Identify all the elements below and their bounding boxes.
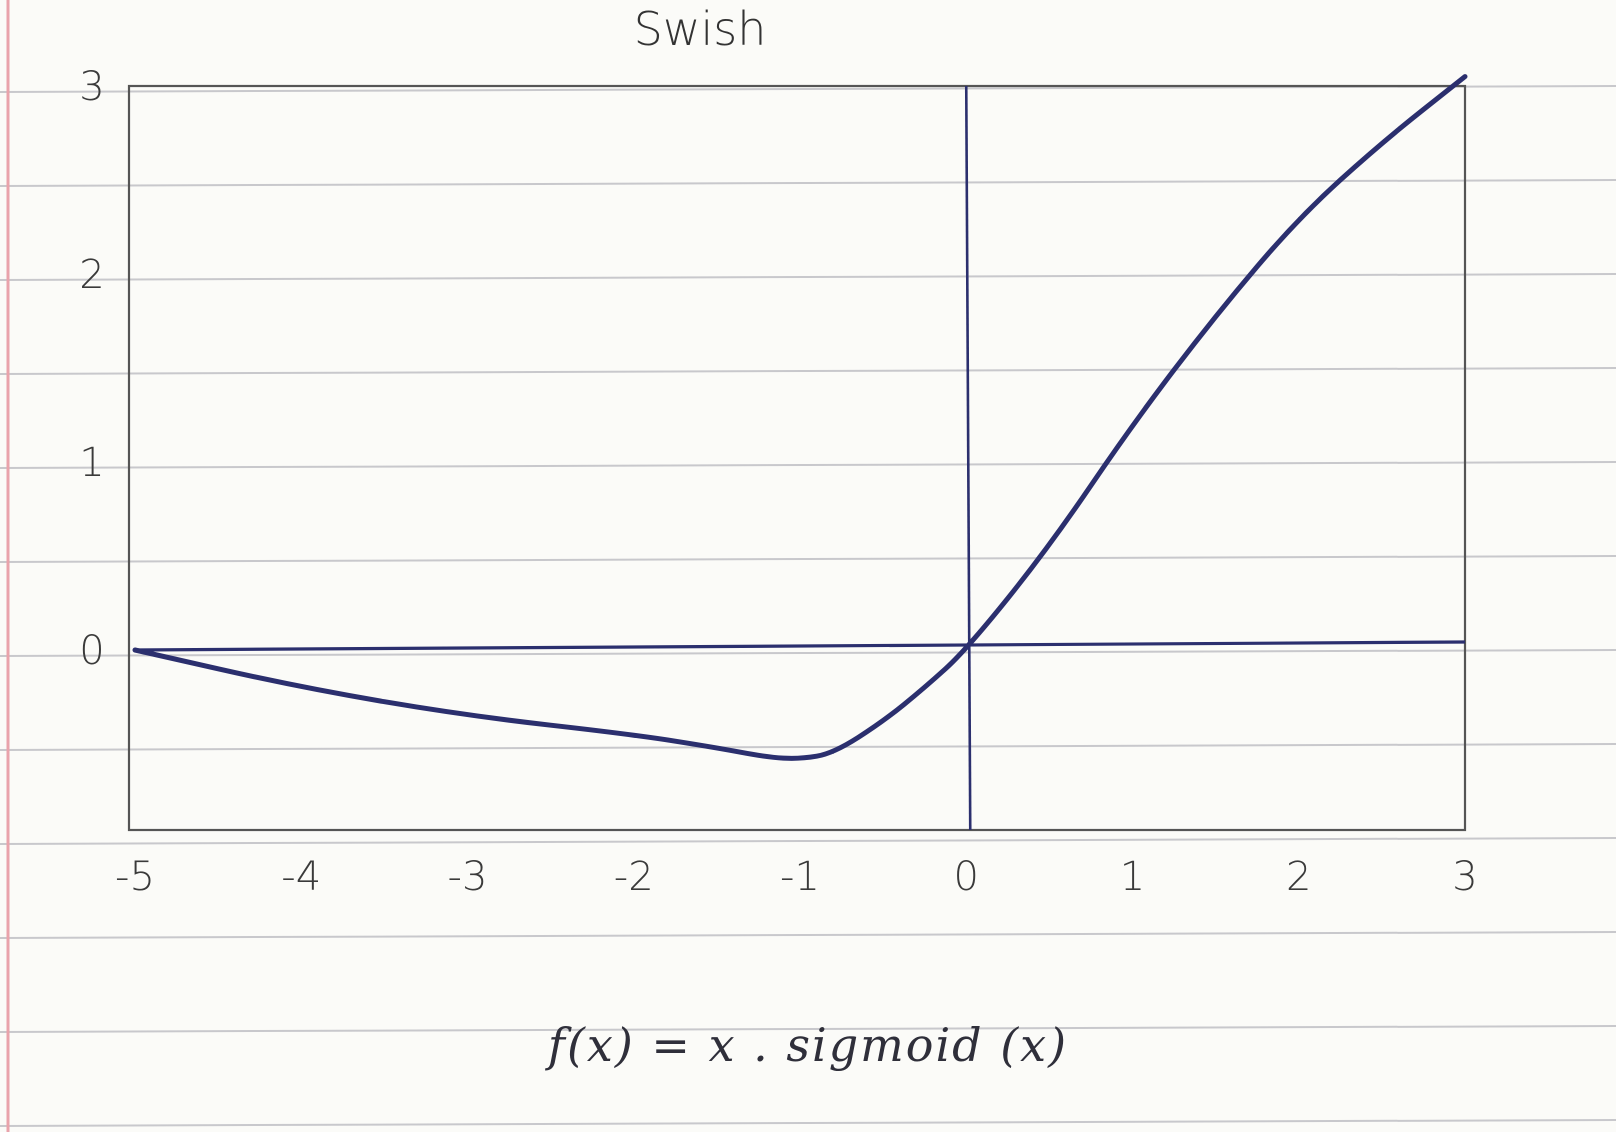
curve-point [766, 756, 768, 758]
curve-point [965, 649, 967, 651]
curve-point [300, 687, 302, 689]
y-tick-label: 2 [79, 252, 104, 298]
x-tick-label: -1 [780, 854, 820, 900]
ruling-line [0, 367, 1616, 375]
chart-plot-area: -5 -4 -3 -2 -1 0 1 2 3 0 1 2 3 [79, 64, 1477, 900]
ruling-line [0, 743, 1616, 751]
curve-point [882, 720, 884, 722]
ruling-line [0, 837, 1616, 845]
y-zero-axis [964, 85, 972, 831]
curve-point [134, 649, 136, 651]
curve-point [924, 687, 926, 689]
x-tick-label: 1 [1120, 854, 1145, 900]
swish-curve [132, 74, 1468, 761]
curve-point [1215, 314, 1217, 316]
x-tick-label: -4 [281, 854, 321, 900]
x-tick-label: -5 [115, 854, 155, 900]
formula-caption: f(x) = x . sigmoid (x) [547, 1018, 1069, 1072]
curve-point [716, 747, 718, 749]
ruling-line [0, 555, 1616, 563]
curve-point [799, 758, 801, 760]
x-tick-label: 2 [1286, 854, 1311, 900]
curve-point [1381, 141, 1383, 143]
ruling-line [0, 649, 1616, 657]
curve-point [1048, 546, 1050, 548]
ruling-line [0, 461, 1616, 469]
curve-point [1464, 76, 1466, 78]
y-tick-label: 1 [79, 440, 104, 486]
curve-point [832, 752, 834, 754]
y-tick-label: 0 [79, 628, 104, 674]
plot-frame [127, 84, 1467, 832]
curve-point [633, 734, 635, 736]
x-tick-label: 0 [954, 854, 979, 900]
y-tick-label: 3 [79, 64, 104, 110]
ruling-line [0, 931, 1616, 939]
x-tick-label: 3 [1452, 854, 1477, 900]
ruling-line [0, 179, 1616, 187]
chart-title: Swish [633, 2, 767, 56]
curve-point [467, 715, 468, 717]
ruling-line [0, 273, 1616, 281]
ruling-line [0, 1119, 1616, 1127]
x-zero-axis [134, 640, 1466, 652]
notebook-rulings [0, 85, 1616, 1127]
curve-point [1132, 423, 1133, 425]
curve-point [1298, 217, 1300, 219]
x-tick-label: -3 [448, 854, 488, 900]
ruling-line [0, 1025, 1616, 1033]
x-tick-label: -2 [614, 854, 654, 900]
